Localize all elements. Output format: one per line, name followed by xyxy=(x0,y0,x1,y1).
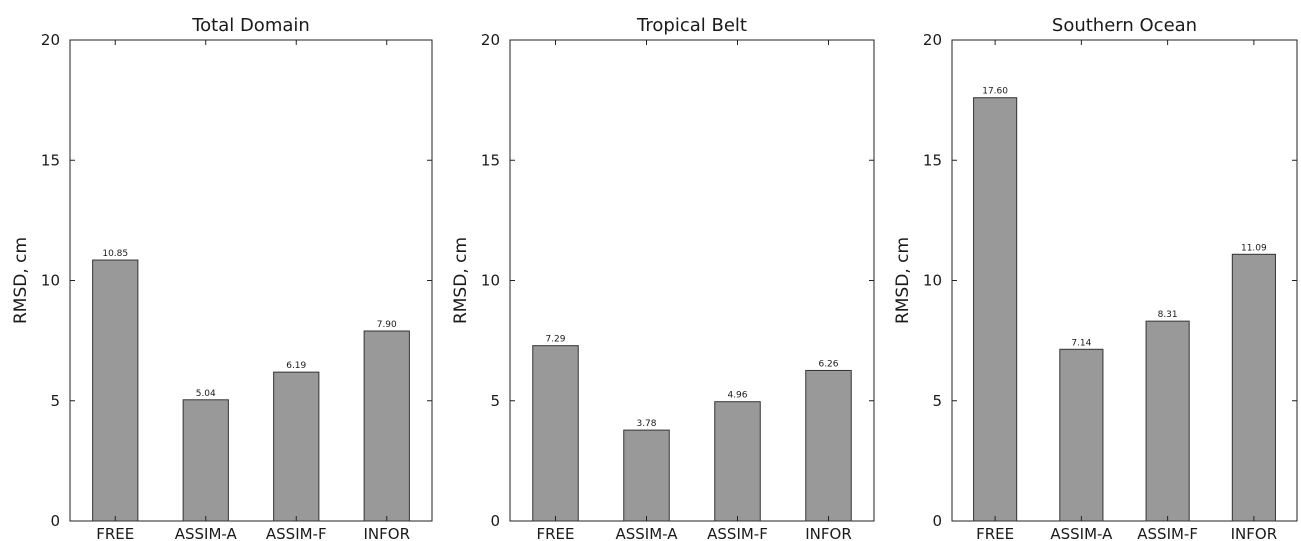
chart-title: Tropical Belt xyxy=(636,15,747,36)
data-label: 17.60 xyxy=(982,87,1008,97)
y-tick-label: 5 xyxy=(932,392,942,410)
bar-infor xyxy=(1231,253,1276,522)
y-tick-label: 20 xyxy=(41,31,60,49)
data-label: 4.96 xyxy=(727,391,747,401)
y-axis-label: RMSD, cm xyxy=(451,237,471,324)
bar-free xyxy=(532,345,579,522)
bar-free xyxy=(973,97,1018,522)
bar-infor xyxy=(805,369,852,522)
data-label: 7.14 xyxy=(1071,338,1091,348)
chart-panel-1: Total Domain RMSD, cm 0 5 10 15 20 10.85 FREE 5.0… xyxy=(11,15,433,541)
data-label: 10.85 xyxy=(102,249,128,259)
x-tick-label: ASSIM-A xyxy=(615,525,678,541)
bar-free xyxy=(92,259,139,522)
chart-title: Southern Ocean xyxy=(1052,15,1197,36)
y-tick-label: 0 xyxy=(50,512,60,530)
data-label: 11.09 xyxy=(1241,243,1267,253)
chart-title: Total Domain xyxy=(191,15,310,36)
bar-assim-f xyxy=(1145,320,1190,522)
y-tick-label: 0 xyxy=(490,512,500,530)
data-label: 5.04 xyxy=(196,389,216,399)
y-tick-label: 20 xyxy=(481,31,500,49)
chart-panel-3: Southern Ocean RMSD, cm 0 5 10 15 20 17.60 FREE 7… xyxy=(893,15,1298,541)
y-tick-label: 10 xyxy=(481,272,500,290)
data-label: 3.78 xyxy=(636,419,656,429)
y-tick-label: 15 xyxy=(923,151,942,169)
x-tick-label: ASSIM-A xyxy=(1050,525,1113,541)
x-tick-label: FREE xyxy=(96,525,134,541)
y-axis-label: RMSD, cm xyxy=(11,237,31,324)
bar-assim-a xyxy=(1059,348,1104,522)
y-tick-label: 15 xyxy=(481,151,500,169)
y-tick-label: 5 xyxy=(50,392,60,410)
y-tick-label: 10 xyxy=(923,272,942,290)
data-label: 6.19 xyxy=(286,361,306,371)
y-tick-label: 0 xyxy=(932,512,942,530)
bar-assim-a xyxy=(182,399,229,522)
x-tick-label: ASSIM-F xyxy=(266,525,327,541)
bar-assim-f xyxy=(714,401,761,522)
bar-assim-a xyxy=(623,429,670,522)
x-tick-label: INFOR xyxy=(363,525,410,541)
y-tick-label: 15 xyxy=(41,151,60,169)
bar-infor xyxy=(363,330,410,522)
x-tick-label: ASSIM-F xyxy=(1137,525,1198,541)
y-tick-label: 10 xyxy=(41,272,60,290)
data-label: 7.29 xyxy=(545,335,565,345)
x-tick-label: INFOR xyxy=(1231,525,1278,541)
data-label: 8.31 xyxy=(1158,310,1178,320)
bar-assim-f xyxy=(273,371,320,522)
x-tick-label: INFOR xyxy=(805,525,852,541)
x-tick-label: ASSIM-A xyxy=(175,525,238,541)
data-label: 6.26 xyxy=(818,359,838,369)
x-tick-label: FREE xyxy=(976,525,1014,541)
x-tick-label: FREE xyxy=(536,525,574,541)
y-tick-label: 5 xyxy=(490,392,500,410)
chart-panel-2: Tropical Belt RMSD, cm 0 5 10 15 20 7.29 FREE 3.7… xyxy=(451,15,875,541)
data-label: 7.90 xyxy=(377,320,397,330)
y-axis-label: RMSD, cm xyxy=(893,237,913,324)
x-tick-label: ASSIM-F xyxy=(707,525,768,541)
y-tick-label: 20 xyxy=(923,31,942,49)
